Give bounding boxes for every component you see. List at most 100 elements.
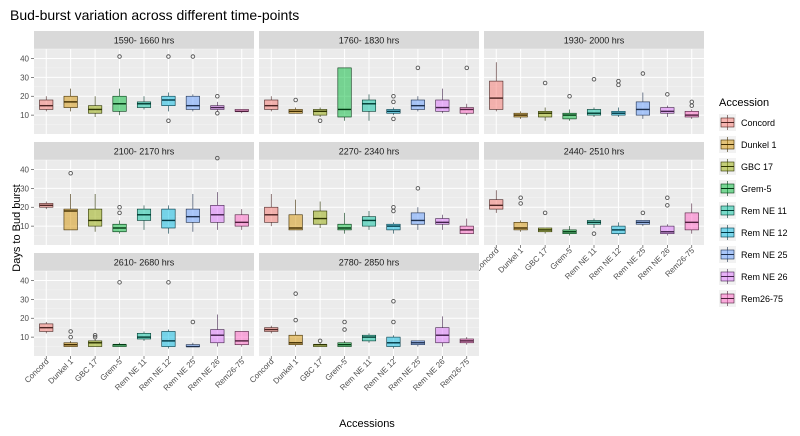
legend-label: Rem NE 26 xyxy=(741,272,788,282)
legend-item: Rem NE 25 xyxy=(719,246,788,263)
box-rem-ne-11 xyxy=(361,94,377,121)
outlier-point xyxy=(391,93,396,99)
box-iqr xyxy=(586,109,602,116)
box-rem26-75 xyxy=(234,109,249,114)
box-dunkel-1 xyxy=(513,111,528,119)
outlier-point xyxy=(342,319,347,325)
facet-panel: 2100- 2170 hrs 10 20 30 40 xyxy=(20,142,254,245)
box-iqr xyxy=(337,223,352,231)
outlier-point xyxy=(518,195,523,201)
box-dunkel-1 xyxy=(63,88,78,112)
box-concord xyxy=(264,96,279,112)
box-gbc-17 xyxy=(313,107,328,124)
legend-item: Concord xyxy=(719,114,775,131)
box-grem-5 xyxy=(337,319,352,347)
box-iqr xyxy=(161,95,176,106)
box-iqr xyxy=(185,95,200,110)
outlier-point xyxy=(68,170,73,176)
outlier-point xyxy=(391,319,396,325)
box-rem26-75 xyxy=(234,331,249,347)
facet-strip xyxy=(259,31,479,49)
legend-label: GBC 17 xyxy=(741,162,773,172)
box-iqr xyxy=(136,333,152,340)
y-tick-label: 30 xyxy=(20,184,29,193)
box-iqr xyxy=(410,99,425,110)
box-iqr xyxy=(538,111,553,118)
y-tick-label: 10 xyxy=(20,111,29,120)
box-iqr xyxy=(386,223,401,231)
box-rem-ne-26 xyxy=(210,155,225,230)
box-rem-ne-12 xyxy=(611,78,626,117)
box-iqr xyxy=(264,99,279,110)
legend-item: Dunkel 1 xyxy=(719,136,777,153)
facet-strip xyxy=(34,253,254,271)
outlier-point xyxy=(567,93,572,99)
box-concord xyxy=(39,201,54,210)
outlier-point xyxy=(665,195,670,201)
box-iqr xyxy=(410,212,425,225)
outlier-point xyxy=(68,334,73,340)
outlier-point xyxy=(391,99,396,105)
x-tick-label: Dunkel 1 xyxy=(496,246,525,275)
facet-strip xyxy=(259,142,479,160)
facet-strip-label: 1760- 1830 hrs xyxy=(339,36,400,46)
box-iqr xyxy=(313,109,328,116)
y-axis-title: Days to Bud burst xyxy=(11,184,23,271)
box-dunkel-1 xyxy=(288,291,303,347)
box-rem-ne-26 xyxy=(210,314,225,347)
box-iqr xyxy=(361,99,377,112)
facet-panel: 1760- 1830 hrs xyxy=(259,31,479,134)
y-tick-label: 20 xyxy=(20,203,29,212)
legend-item: GBC 17 xyxy=(719,158,773,175)
legend-label: Rem NE 25 xyxy=(741,250,788,260)
box-rem-ne-25 xyxy=(410,65,425,112)
facet-panel: 2270- 2340 hrs xyxy=(259,142,479,245)
box-iqr xyxy=(337,67,352,118)
outlier-point xyxy=(166,280,171,285)
outlier-point xyxy=(92,332,98,338)
box-grem-5 xyxy=(112,204,127,234)
box-rem26-75 xyxy=(459,337,474,345)
box-iqr xyxy=(489,80,504,110)
facet-panels: 1590- 1660 hrs 10 20 30 40 1760- 1830 hrs 1930… xyxy=(20,31,704,393)
legend-item: Grem-5 xyxy=(719,180,772,197)
box-gbc-17 xyxy=(88,332,103,347)
box-gbc-17 xyxy=(538,80,553,121)
facet-strip xyxy=(484,31,704,49)
box-rem-ne-12 xyxy=(611,222,626,236)
box-rem-ne-12 xyxy=(386,204,401,234)
outlier-point xyxy=(215,155,220,161)
box-concord xyxy=(489,190,504,213)
y-tick-label: 20 xyxy=(20,92,29,101)
box-iqr xyxy=(562,112,577,120)
box-iqr xyxy=(63,208,78,231)
legend-item: Rem26-75 xyxy=(719,290,783,307)
box-concord xyxy=(264,325,279,334)
outlier-point xyxy=(665,92,670,97)
legend-item: Rem NE 12 xyxy=(719,224,788,241)
facet-strip-label: 2270- 2340 hrs xyxy=(339,147,400,157)
box-rem26-75 xyxy=(234,209,249,230)
facet-strip-label: 2610- 2680 hrs xyxy=(114,258,175,268)
box-dunkel-1 xyxy=(63,329,78,347)
box-gbc-17 xyxy=(538,210,553,234)
y-tick-label: 40 xyxy=(20,165,29,174)
y-tick-label: 20 xyxy=(20,314,29,323)
outlier-point xyxy=(391,116,396,122)
box-rem-ne-26 xyxy=(435,214,450,230)
box-rem-ne-11 xyxy=(136,331,152,341)
outlier-point xyxy=(518,201,523,206)
outlier-point xyxy=(117,204,122,210)
box-iqr xyxy=(210,205,225,223)
x-axis-title: Accessions xyxy=(339,418,395,430)
box-iqr xyxy=(136,101,152,108)
box-rem-ne-25 xyxy=(185,54,200,112)
box-iqr xyxy=(684,212,699,231)
legend-items: Concord Dunkel 1 GBC 17 Grem-5 Rem NE 11 Rem … xyxy=(719,114,788,307)
box-rem-ne-25 xyxy=(185,319,200,348)
outlier-point xyxy=(166,54,171,59)
box-iqr xyxy=(489,199,504,210)
box-dunkel-1 xyxy=(288,199,303,231)
